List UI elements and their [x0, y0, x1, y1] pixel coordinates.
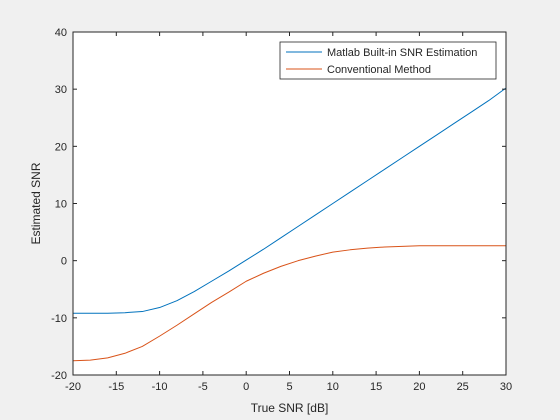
y-tick-label: 0 [61, 256, 67, 268]
x-axis-label: True SNR [dB] [251, 401, 329, 415]
x-tick-label: 10 [327, 381, 339, 393]
y-tick-label: -10 [51, 313, 67, 325]
y-tick-label: -20 [51, 370, 67, 382]
x-tick-label: -10 [152, 381, 168, 393]
y-tick-label: 40 [55, 27, 67, 39]
ticks-layer: -20 -15 -10 -5 0 5 10 15 20 25 30 -20 -10 0 10 20 30 40 [51, 27, 512, 393]
legend-box [279, 41, 497, 80]
series-line-matlab [73, 87, 507, 314]
x-tick-label: 15 [370, 381, 382, 393]
legend: Matlab Built-in SNR Estimation Conventio… [279, 41, 497, 80]
x-tick-label: 0 [243, 381, 249, 393]
y-tick-label: 10 [55, 199, 67, 211]
series-line-conventional [72, 245, 506, 362]
y-tick-label: 20 [55, 141, 67, 153]
x-tick-label: 25 [457, 381, 469, 393]
x-tick-label: 20 [413, 381, 425, 393]
plot-area [73, 32, 506, 375]
x-tick-label: -20 [65, 381, 81, 393]
x-tick-label: 5 [286, 381, 292, 393]
x-tick-label: 30 [500, 381, 512, 393]
x-tick-label: -15 [108, 381, 124, 393]
y-axis-label: Estimated SNR [29, 162, 43, 244]
series-layer [72, 87, 507, 362]
legend-label-conventional: Conventional Method [327, 64, 431, 76]
x-tick-label: -5 [198, 381, 208, 393]
legend-label-matlab: Matlab Built-in SNR Estimation [327, 47, 477, 59]
y-tick-label: 30 [55, 84, 67, 96]
